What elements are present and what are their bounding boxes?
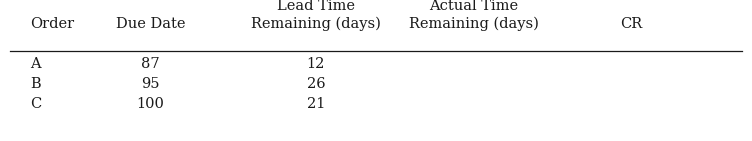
Text: Due Date: Due Date (116, 17, 185, 31)
Text: B: B (30, 77, 41, 91)
Text: 26: 26 (307, 77, 325, 91)
Text: 95: 95 (141, 77, 159, 91)
Text: Remaining (days): Remaining (days) (409, 17, 538, 31)
Text: CR: CR (620, 17, 643, 31)
Text: C: C (30, 97, 41, 111)
Text: 87: 87 (141, 57, 159, 71)
Text: 100: 100 (136, 97, 165, 111)
Text: Remaining (days): Remaining (days) (251, 17, 381, 31)
Text: 12: 12 (307, 57, 325, 71)
Text: A: A (30, 57, 41, 71)
Text: Order: Order (30, 17, 74, 31)
Text: Lead Time: Lead Time (277, 0, 355, 13)
Text: 21: 21 (307, 97, 325, 111)
Text: Actual Time: Actual Time (429, 0, 518, 13)
